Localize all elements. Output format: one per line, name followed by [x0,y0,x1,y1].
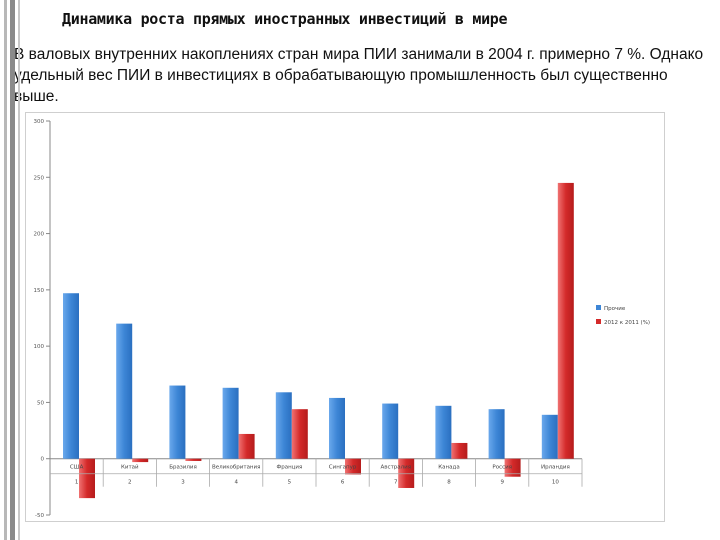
bar-series-2 [557,182,574,459]
bar-series-1 [222,387,239,459]
rank-label: 8 [447,480,451,486]
bar-series-1 [488,409,505,459]
rank-label: 7 [394,480,398,486]
category-label: Сингапур [329,465,357,471]
bar-series-2 [79,458,95,499]
category-label: Австралия [381,465,412,471]
bar-series-2 [132,458,149,463]
legend-swatch [596,305,601,310]
y-tick-label: 300 [34,119,45,125]
y-tick-label: 150 [34,288,45,294]
category-label: Бразилия [169,465,197,471]
y-tick-label: -50 [35,513,44,519]
bar-series-2 [185,458,202,461]
rank-label: 5 [288,480,292,486]
legend-swatch [596,319,601,324]
rank-label: 10 [552,480,559,486]
rank-label: 6 [341,480,345,486]
bar-series-1 [169,385,186,459]
y-tick-label: 200 [34,232,45,238]
rank-label: 3 [181,480,185,486]
bar-series-2 [291,409,308,459]
slide-title: Динамика роста прямых иностранных инвест… [62,10,508,28]
y-tick-label: 50 [37,400,44,406]
rank-label: 1 [75,480,79,486]
bar-series-2 [238,433,255,459]
category-label: Китай [121,464,139,471]
bar-series-1 [382,403,399,459]
bar-series-1 [63,293,79,459]
legend-label: Прочие [604,306,626,312]
legend-label: 2012 к 2011 (%) [604,320,650,326]
bar-series-1 [541,414,558,459]
bar-series-2 [451,442,468,459]
category-label: Канада [438,465,459,471]
rank-label: 4 [234,480,238,486]
bar-series-1 [329,397,345,459]
bar-series-1 [435,405,452,459]
y-tick-label: 0 [41,457,45,463]
category-label: Россия [492,465,512,471]
y-tick-label: 100 [34,344,45,350]
bar-series-2 [504,458,521,477]
bar-series-2 [345,458,361,475]
category-label: Ирландия [541,465,570,471]
slide-text: В валовых внутренних накоплениях стран м… [14,46,704,105]
y-tick-label: 250 [34,175,45,181]
category-label: США [70,465,84,471]
page-edge-decoration [4,0,20,540]
bar-series-1 [275,392,292,459]
category-label: Великобритания [212,465,260,471]
category-label: Франция [276,465,302,471]
rank-label: 9 [500,480,504,486]
rank-label: 2 [128,480,132,486]
bar-series-1 [116,323,133,459]
